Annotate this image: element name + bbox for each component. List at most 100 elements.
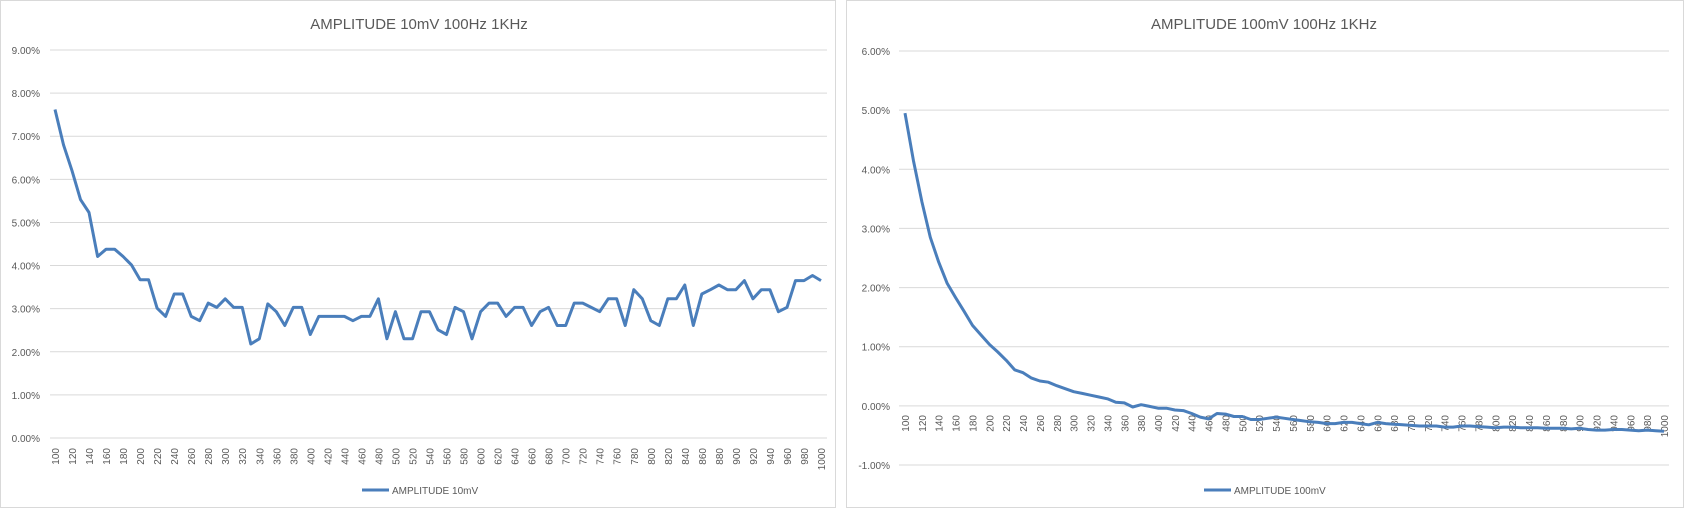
data-point [954,296,957,299]
data-point [96,255,99,258]
data-point [1199,416,1202,419]
data-point [811,274,814,277]
x-tick-label: 400 [1154,415,1165,432]
data-point [734,288,737,291]
data-point [156,307,159,310]
x-tick-label: 160 [102,448,113,465]
y-tick-label: 2.00% [862,284,890,295]
data-point [402,337,405,340]
x-tick-label: 240 [1019,415,1030,432]
x-tick-label: 220 [1002,415,1013,432]
data-point [1283,417,1286,420]
x-tick-label: 380 [289,448,300,465]
x-tick-label: 400 [306,448,317,465]
y-tick-label: 2.00% [12,348,40,359]
data-point [598,310,601,313]
data-point [496,302,499,305]
chart-title: AMPLITUDE 100mV 100Hz 1KHz [1151,16,1377,33]
data-point [1022,371,1025,374]
data-point [929,236,932,239]
data-point [1367,423,1370,426]
y-tick-label: 9.00% [12,46,40,57]
y-tick-label: 6.00% [12,175,40,186]
data-point [224,297,227,300]
data-point [920,200,923,203]
data-point [743,279,746,282]
data-point [1620,428,1623,431]
data-point [351,319,354,322]
data-point [249,343,252,346]
x-tick-label: 940 [766,448,777,465]
x-tick-label: 600 [477,448,488,465]
x-tick-label: 720 [1424,415,1435,432]
data-point [164,315,167,318]
data-point [266,302,269,305]
x-tick-label: 960 [1626,415,1637,432]
data-point [317,315,320,318]
x-tick-label: 760 [613,448,624,465]
x-tick-label: 140 [935,415,946,432]
data-point [904,112,907,115]
data-point [607,297,610,300]
data-point [130,264,133,267]
x-tick-label: 820 [1508,415,1519,432]
data-point [912,159,915,162]
data-point [658,324,661,327]
x-tick-label: 780 [1474,415,1485,432]
x-tick-label: 520 [408,448,419,465]
data-point [283,324,286,327]
y-tick-label: 0.00% [862,402,890,413]
data-point [54,108,57,111]
data-point [1258,418,1261,421]
data-point [1435,424,1438,427]
data-point [1207,417,1210,420]
data-point [479,310,482,313]
data-point [1452,426,1455,429]
data-point [181,293,184,296]
data-point [1165,407,1168,410]
x-tick-label: 840 [681,448,692,465]
data-point [1072,390,1075,393]
y-tick-label: 5.00% [12,218,40,229]
legend-label: AMPLITUDE 10mV [392,486,478,497]
data-point [632,288,635,291]
x-tick-label: 540 [1272,415,1283,432]
chart-svg-left: AMPLITUDE 10mV 100Hz 1KHz 0.00% 1.00% 2.00… [12,16,828,497]
data-point [717,283,720,286]
data-point [1325,422,1328,425]
data-point [445,333,448,336]
y-tick-label: -1.00% [858,461,890,472]
x-tick-label: 360 [272,448,283,465]
data-point [794,279,797,282]
x-tick-label: 1000 [817,448,828,471]
y-tick-label: 1.00% [12,391,40,402]
data-point [198,319,201,322]
x-tick-label: 700 [562,448,573,465]
data-point [454,306,457,309]
y-tick-label: 6.00% [862,47,890,58]
x-tick-label: 100 [901,415,912,432]
series-line [53,109,822,346]
data-point [1266,417,1269,420]
data-point [334,315,337,318]
data-point [1190,412,1193,415]
x-tick-label: 920 [749,448,760,465]
x-tick-label: 780 [630,448,641,465]
x-tick-label: 440 [1188,415,1199,432]
data-point [1603,429,1606,432]
data-point [1097,395,1100,398]
data-point [1384,422,1387,425]
data-point [88,211,91,214]
data-point [79,198,82,201]
data-point [428,310,431,313]
x-tick-label: 520 [1255,415,1266,432]
data-point [1401,423,1404,426]
data-point [1081,392,1084,395]
data-point [1595,429,1598,432]
x-tick-label: 220 [153,448,164,465]
data-point [1216,412,1219,415]
data-point [675,297,678,300]
x-tick-label: 840 [1525,415,1536,432]
y-tick-label: 4.00% [12,262,40,273]
x-tick-label: 940 [1609,415,1620,432]
